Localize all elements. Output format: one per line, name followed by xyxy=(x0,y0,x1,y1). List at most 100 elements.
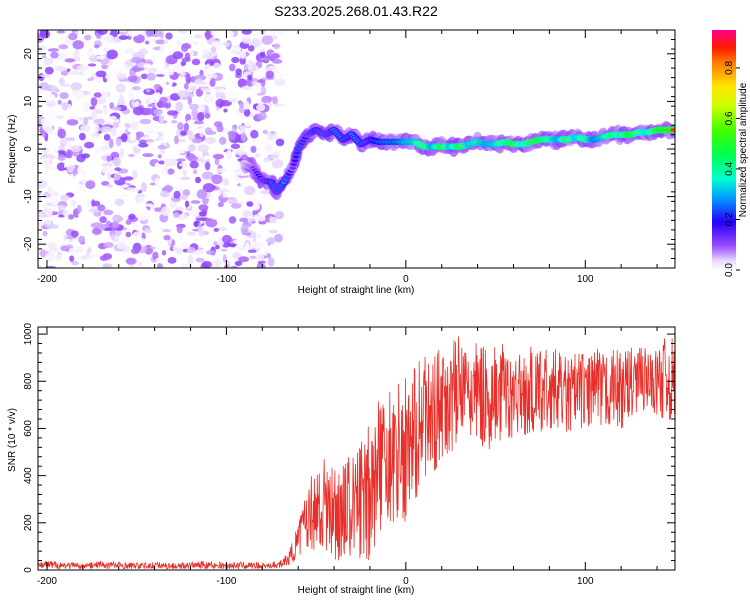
noise-cell xyxy=(128,90,135,100)
noise-cell xyxy=(83,69,92,80)
noise-cell xyxy=(44,252,56,262)
noise-cell xyxy=(135,131,145,138)
noise-cell xyxy=(60,70,69,76)
noise-cell xyxy=(128,189,140,193)
noise-cell xyxy=(250,129,259,139)
noise-cell xyxy=(112,157,122,167)
noise-cell xyxy=(60,194,70,201)
noise-cell xyxy=(50,51,59,59)
noise-cell xyxy=(252,78,258,82)
noise-cell xyxy=(213,121,223,128)
noise-cell xyxy=(115,136,122,147)
noise-cell xyxy=(200,87,212,92)
noise-cell xyxy=(221,39,227,43)
noise-cell xyxy=(221,95,227,100)
noise-cell xyxy=(94,124,100,133)
noise-cell xyxy=(103,209,114,216)
noise-cell xyxy=(221,248,228,252)
noise-cell xyxy=(83,116,89,126)
noise-cell xyxy=(39,30,51,39)
noise-cell xyxy=(60,245,69,252)
noise-cell xyxy=(274,233,283,243)
noise-cell xyxy=(125,257,137,265)
noise-cell xyxy=(163,64,170,72)
noise-cell xyxy=(274,78,286,86)
noise-cell xyxy=(44,206,53,216)
noise-cell xyxy=(242,100,250,110)
noise-cell xyxy=(72,167,77,177)
noise-cell xyxy=(47,186,53,195)
noise-cell xyxy=(57,154,66,161)
noise-cell xyxy=(42,230,48,237)
x-tick-label: 0 xyxy=(403,576,409,587)
colorbar-gradient xyxy=(712,30,736,270)
x-tick-label: 0 xyxy=(403,274,409,285)
noise-cell xyxy=(97,204,106,212)
noise-cell xyxy=(196,189,208,200)
noise-cell xyxy=(202,183,215,193)
noise-cell xyxy=(84,34,92,41)
noise-cell xyxy=(170,120,178,124)
noise-cell xyxy=(222,177,229,186)
noise-cell xyxy=(130,121,140,131)
noise-cell xyxy=(195,88,203,97)
noise-cell xyxy=(258,46,266,53)
noise-cell xyxy=(137,196,145,204)
noise-cell xyxy=(255,263,267,268)
noise-cell xyxy=(161,79,168,88)
noise-cell xyxy=(57,214,65,218)
noise-cell xyxy=(163,185,174,192)
noise-cell xyxy=(252,62,257,72)
noise-cell xyxy=(69,255,75,262)
noise-cell xyxy=(167,168,175,175)
noise-cell xyxy=(53,126,59,133)
noise-cell xyxy=(219,136,227,145)
noise-cell xyxy=(89,106,95,110)
noise-cell xyxy=(261,95,272,104)
noise-cell xyxy=(241,30,252,35)
noise-cell xyxy=(59,77,65,85)
noise-cell xyxy=(177,214,188,220)
noise-cell xyxy=(96,30,108,36)
noise-cell xyxy=(116,73,127,80)
noise-cell xyxy=(101,181,110,186)
noise-cell xyxy=(177,30,188,34)
noise-cell xyxy=(190,200,201,204)
noise-cell xyxy=(199,69,204,77)
y-tick-label: -10 xyxy=(23,189,34,204)
noise-cell xyxy=(235,68,242,76)
noise-cell xyxy=(221,45,226,52)
noise-cell xyxy=(260,86,267,95)
noise-cell xyxy=(243,185,256,196)
noise-cell xyxy=(163,114,168,119)
noise-cell xyxy=(211,174,223,185)
noise-cell xyxy=(212,153,225,160)
noise-cell xyxy=(145,126,155,134)
noise-cell xyxy=(215,168,228,174)
noise-cell xyxy=(107,173,113,180)
noise-cell xyxy=(262,129,269,135)
noise-cell xyxy=(99,216,107,224)
noise-cell xyxy=(103,107,109,115)
y-tick-label: 600 xyxy=(23,420,34,437)
noise-cell xyxy=(106,49,118,60)
noise-cell xyxy=(57,204,67,211)
noise-cell xyxy=(173,190,181,199)
noise-cell xyxy=(263,158,271,163)
noise-cell xyxy=(153,239,159,245)
noise-cell xyxy=(214,253,222,258)
noise-cell xyxy=(260,190,272,195)
noise-cell xyxy=(183,122,189,132)
y-tick-label: 0 xyxy=(23,146,34,152)
noise-cell xyxy=(204,161,211,171)
noise-cell xyxy=(95,70,107,78)
ridge-peak xyxy=(670,128,675,132)
noise-cell xyxy=(256,103,266,112)
noise-cell xyxy=(38,264,42,268)
noise-cell xyxy=(274,103,285,108)
noise-cell xyxy=(189,160,199,169)
noise-cell xyxy=(174,135,179,145)
